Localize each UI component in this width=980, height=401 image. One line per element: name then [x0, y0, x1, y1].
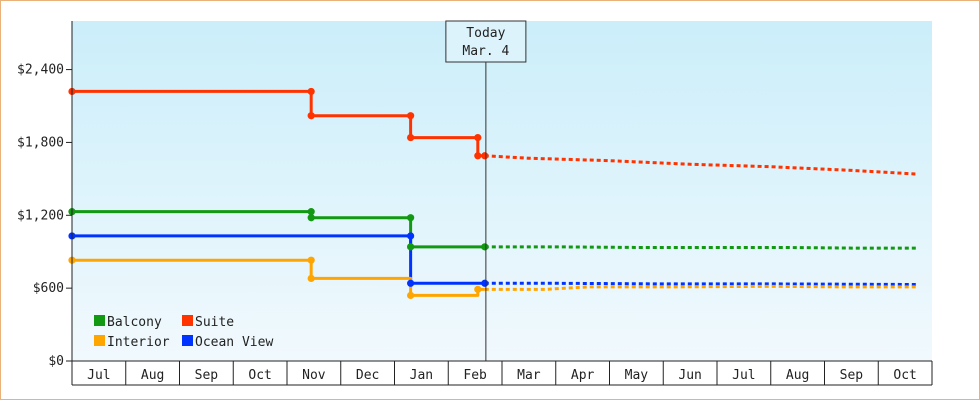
data-point-suite — [474, 152, 482, 160]
x-tick-label: Feb — [463, 368, 487, 383]
today-label: Today — [466, 26, 505, 41]
x-tick-label: Sep — [195, 368, 219, 383]
data-point-balcony — [307, 214, 315, 222]
x-tick-label: Oct — [893, 368, 916, 383]
today-group: Today Mar. 4 — [445, 20, 527, 361]
x-tick-label: Jun — [678, 368, 701, 383]
data-point-suite — [407, 112, 415, 120]
legend-swatch-interior — [94, 335, 105, 346]
x-tick-label: Dec — [356, 368, 379, 383]
today-date: Mar. 4 — [462, 44, 509, 59]
forecast-line-ocean-view — [484, 281, 916, 286]
forecast-line-suite — [484, 154, 916, 176]
data-point-suite — [307, 87, 315, 96]
data-point-suite — [407, 133, 415, 142]
x-tick-label: Nov — [302, 368, 326, 383]
legend-label-suite: Suite — [195, 315, 234, 330]
forecast-line-interior — [484, 284, 916, 291]
data-point-suite — [307, 112, 315, 120]
data-point-balcony — [307, 208, 315, 216]
x-tick-label: Aug — [141, 368, 164, 383]
x-tick-label: Sep — [840, 368, 864, 383]
legend-label-balcony: Balcony — [107, 315, 162, 330]
data-point-balcony — [481, 243, 489, 251]
x-tick-label: Jul — [87, 368, 110, 383]
series-line-ocean-view — [72, 234, 485, 285]
y-tick-label: $1,800 — [17, 135, 64, 150]
data-point-balcony — [407, 243, 415, 251]
data-point-interior — [307, 274, 315, 283]
y-tick-label: $0 — [48, 354, 64, 369]
y-tick-label: $2,400 — [17, 63, 64, 78]
x-tick-label: Apr — [571, 368, 595, 383]
axes-group: $0 $600 $1,200 $1,800 $2,400 Jul Aug Sep Oct Nov D… — [17, 21, 933, 386]
x-tick-label: Oct — [248, 368, 271, 383]
x-tick-label: Mar — [517, 368, 541, 383]
series-group — [68, 87, 916, 300]
today-box — [445, 20, 527, 63]
data-point-interior — [307, 256, 315, 264]
data-point-ocean-view — [481, 279, 489, 287]
x-tick-label: Jan — [410, 368, 433, 383]
x-tick-label: Jul — [732, 368, 755, 383]
legend-swatch-ocean-view — [182, 335, 193, 346]
x-tick-label: Aug — [786, 368, 809, 383]
data-point-interior — [407, 291, 415, 300]
plot-background — [72, 21, 932, 361]
data-point-ocean-view — [407, 232, 415, 240]
legend-label-ocean-view: Ocean View — [195, 335, 273, 350]
y-tick-label: $600 — [33, 281, 64, 296]
legend-label-interior: Interior — [107, 335, 170, 350]
y-tick-label: $1,200 — [17, 208, 64, 223]
series-line-balcony — [72, 210, 485, 249]
data-point-interior — [474, 285, 482, 293]
forecast-line-balcony — [484, 245, 916, 250]
legend-group: Balcony Suite Interior Ocean View — [94, 315, 273, 350]
data-point-balcony — [407, 214, 415, 222]
legend-swatch-suite — [182, 315, 193, 326]
legend-swatch-balcony — [94, 315, 105, 326]
data-point-suite — [474, 133, 482, 142]
data-point-ocean-view — [407, 279, 415, 287]
x-tick-label: May — [625, 368, 649, 383]
data-point-suite — [481, 152, 489, 160]
